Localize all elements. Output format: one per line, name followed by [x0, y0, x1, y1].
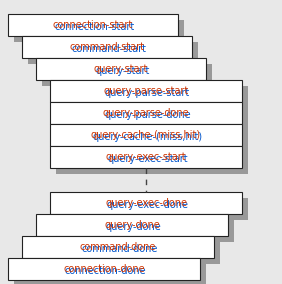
Text: query-parse-done: query-parse-done [104, 110, 191, 120]
Text: query-parse-start: query-parse-start [103, 86, 189, 96]
Bar [22, 236, 214, 258]
Bar [36, 58, 206, 80]
Text: connection-start: connection-start [54, 22, 135, 32]
Text: query-cache-(miss,hit): query-cache-(miss,hit) [91, 130, 201, 140]
Bar [56, 108, 248, 130]
Text: connection-start: connection-start [53, 20, 133, 30]
Text: query-done: query-done [104, 220, 160, 230]
Bar [42, 220, 234, 242]
Text: query-start: query-start [95, 66, 150, 76]
Text: connection-done: connection-done [65, 266, 146, 275]
Text: query-parse-start: query-parse-start [105, 87, 190, 97]
Text: query-exec-start: query-exec-start [107, 153, 188, 164]
Text: connection-done: connection-done [63, 264, 145, 274]
Text: query-start: query-start [94, 64, 148, 74]
Bar [56, 152, 248, 174]
Text: command-done: command-done [81, 243, 158, 254]
Bar [50, 192, 242, 214]
Bar [50, 124, 242, 146]
Bar [42, 64, 212, 86]
Bar [50, 146, 242, 168]
Bar [50, 80, 242, 102]
Text: command-start: command-start [71, 43, 146, 53]
Bar [56, 198, 248, 220]
Bar [56, 130, 248, 152]
Text: query-exec-done: query-exec-done [107, 199, 188, 210]
Text: query-exec-done: query-exec-done [105, 198, 187, 208]
Bar [8, 14, 178, 36]
Text: query-cache-(miss,hit): query-cache-(miss,hit) [92, 131, 202, 141]
Bar [14, 264, 206, 284]
Text: query-done: query-done [106, 222, 161, 231]
Bar [28, 42, 198, 64]
Bar [36, 214, 228, 236]
Bar [8, 258, 200, 280]
Text: command-done: command-done [80, 242, 156, 252]
Bar [22, 36, 192, 58]
Text: query-exec-start: query-exec-start [106, 152, 186, 162]
Bar [56, 86, 248, 108]
Text: command-start: command-start [69, 42, 144, 52]
Text: query-parse-done: query-parse-done [103, 108, 189, 118]
Bar [28, 242, 220, 264]
Bar [50, 102, 242, 124]
Bar [14, 20, 184, 42]
